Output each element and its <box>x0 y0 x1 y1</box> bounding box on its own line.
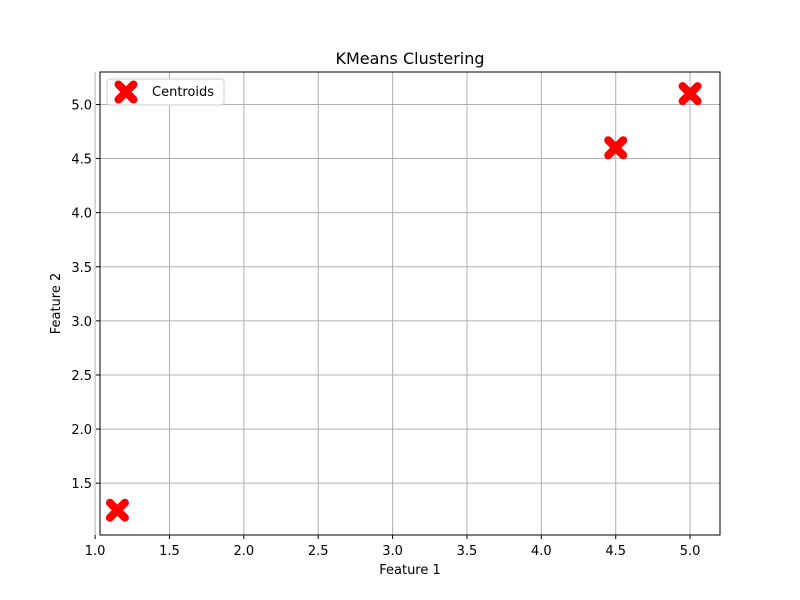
chart-title: KMeans Clustering <box>335 49 484 68</box>
x-tick-label: 2.5 <box>308 544 329 559</box>
centroid-marker <box>105 498 129 522</box>
x-tick-label: 4.5 <box>605 544 626 559</box>
x-tick-label: 2.0 <box>233 544 254 559</box>
x-tick-label: 1.0 <box>85 544 106 559</box>
legend-x-marker <box>114 80 138 104</box>
y-axis-ticks: 1.5 2.0 2.5 3.0 3.5 4.0 4.5 5.0 <box>71 98 100 492</box>
x-axis-label: Feature 1 <box>379 563 441 578</box>
centroid-marker <box>678 82 702 106</box>
centroid-marker <box>604 136 628 160</box>
x-tick-label: 4.0 <box>531 544 552 559</box>
y-tick-label: 5.0 <box>71 98 92 113</box>
x-tick-label: 3.5 <box>457 544 478 559</box>
y-tick-label: 4.5 <box>71 153 92 168</box>
x-tick-label: 5.0 <box>680 544 701 559</box>
y-tick-label: 2.5 <box>71 369 92 384</box>
y-tick-label: 3.0 <box>71 315 92 330</box>
y-tick-label: 3.5 <box>71 261 92 276</box>
legend: Centroids <box>106 78 225 106</box>
x-tick-label: 1.5 <box>159 544 180 559</box>
plot-area-frame <box>99 71 721 536</box>
legend-marker-icon <box>114 80 138 104</box>
x-tick-label: 3.0 <box>382 544 403 559</box>
y-axis-label: Feature 2 <box>49 273 64 335</box>
y-tick-label: 1.5 <box>71 477 92 492</box>
x-axis-ticks: 1.0 1.5 2.0 2.5 3.0 3.5 4.0 4.5 5.0 <box>85 535 701 559</box>
y-tick-label: 2.0 <box>71 423 92 438</box>
centroid-markers <box>105 82 702 522</box>
legend-label-centroids: Centroids <box>152 85 214 100</box>
y-tick-label: 4.0 <box>71 207 92 222</box>
